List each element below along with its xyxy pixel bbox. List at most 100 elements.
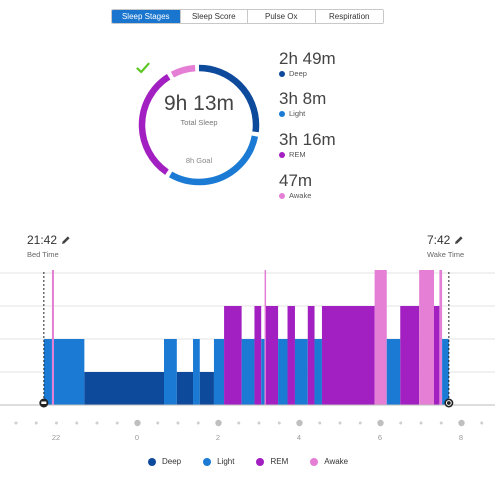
timeline-minor-dot [196,421,200,425]
timeline-major-dot [215,419,222,427]
stat-awake-label: Awake [289,191,312,200]
x-tick-label: 0 [134,433,140,442]
stat-deep-label: Deep [289,69,307,78]
donut-ring [138,64,260,186]
timeline-major-dot [296,419,303,427]
awake-dot-icon [310,457,319,466]
stat-awake-value: 47m [279,171,313,190]
timeline-minor-dot [257,421,261,425]
stage-bar-awake [374,270,387,405]
x-tick-label: 4 [296,433,302,442]
timeline-minor-dot [55,421,58,425]
stage-bar-rem [224,306,242,405]
timeline-minor-dot [399,421,403,425]
stage-bar-light [53,339,85,405]
timeline-minor-dot [156,421,160,425]
light-dot-icon [279,110,285,117]
wake-time: 7:42 Wake Time [427,233,464,259]
stage-bar-light [241,339,255,405]
stage-bar-rem [287,306,295,405]
stage-bar-light [278,339,288,405]
legend-light-label: Light [217,457,235,466]
stage-bar-rem [265,306,279,405]
stat-awake: 47m Awake [279,172,312,200]
rem-dot-icon [256,457,265,466]
legend-deep[interactable]: Deep [148,457,181,466]
stage-bar-rem [254,306,262,405]
rem-dot-icon [279,151,285,158]
stat-rem-value: 3h 16m [279,130,336,149]
stage-bar-awake [264,270,267,405]
edit-pencil-icon[interactable] [61,235,71,245]
chart-legend: Deep Light REM Awake [148,457,370,466]
edit-pencil-icon[interactable] [454,235,464,245]
stage-bar-awake [51,270,54,405]
goal-label: 8h Goal [185,156,213,165]
stage-bar-light [213,339,225,405]
stage-bar-awake [419,270,434,405]
x-tick-label: 6 [377,433,383,442]
legend-awake-label: Awake [324,457,349,466]
stage-bar-deep [199,372,214,405]
stat-light-label: Light [289,109,306,118]
x-tick-label: 22 [51,433,61,442]
bed-time-label: Bed Time [27,250,59,259]
legend-rem[interactable]: REM [256,457,288,466]
bed-icon [39,398,49,408]
stage-bar-light [314,339,322,405]
stage-bar-deep [84,372,164,405]
x-tick-label: 8 [458,433,464,442]
timeline-minor-dot [277,421,281,425]
stage-bar-light [294,339,308,405]
timeline-major-dot [377,419,384,427]
timeline-minor-dot [95,421,99,425]
donut-segment-deep [138,64,260,186]
stage-bar-deep [176,372,194,405]
bed-time: 21:42 Bed Time [27,233,71,259]
tab-pulse-ox[interactable]: Pulse Ox [248,10,316,23]
stat-deep-value: 2h 49m [279,49,336,68]
wake-time-value: 7:42 [427,233,451,247]
x-tick-label: 2 [215,433,221,442]
bed-time-value: 21:42 [27,233,58,247]
alarm-clock-icon [444,398,454,408]
legend-light[interactable]: Light [203,457,234,466]
awake-dot-icon [279,192,285,199]
stat-rem-label: REM [289,150,306,159]
sleep-tabs: Sleep Stages Sleep Score Pulse Ox Respir… [111,9,384,24]
timeline-minor-dot [480,421,484,425]
light-dot-icon [203,457,212,466]
total-sleep-donut: 9h 13m Total Sleep 8h Goal [136,62,262,188]
tab-sleep-score[interactable]: Sleep Score [180,10,248,23]
timeline-minor-dot [75,421,79,425]
stat-light: 3h 8m Light [279,90,326,118]
timeline-minor-dot [34,421,38,425]
stage-bar-light [261,339,265,405]
stage-bar-light [193,339,200,405]
stage-bar-light [386,339,401,405]
total-sleep-value: 9h 13m [163,92,235,115]
stage-bar-rem [400,306,420,405]
stat-deep: 2h 49m Deep [279,50,336,78]
stage-bar-light [43,339,52,405]
deep-dot-icon [279,70,285,77]
timeline-minor-dot [115,421,119,425]
stage-bar-rem [434,306,440,405]
stage-bar-rem [307,306,315,405]
timeline-minor-dot [338,421,342,425]
timeline-minor-dot [14,421,18,425]
legend-awake[interactable]: Awake [310,457,348,466]
checkmark-icon [136,62,150,74]
tab-sleep-stages[interactable]: Sleep Stages [112,10,181,23]
total-sleep-label: Total Sleep [180,118,218,127]
timeline-minor-dot [237,421,241,425]
tab-respiration[interactable]: Respiration [315,10,383,23]
timeline-major-dot [134,419,141,427]
stage-bar-rem [321,306,375,405]
timeline-minor-dot [439,421,443,425]
x-axis-labels: 22 0 2 4 6 8 [0,433,495,445]
donut-segment-rem [138,64,260,186]
timeline-minor-dot [419,421,423,425]
sleep-stages-chart [0,270,495,427]
timeline-major-dot [458,419,465,427]
